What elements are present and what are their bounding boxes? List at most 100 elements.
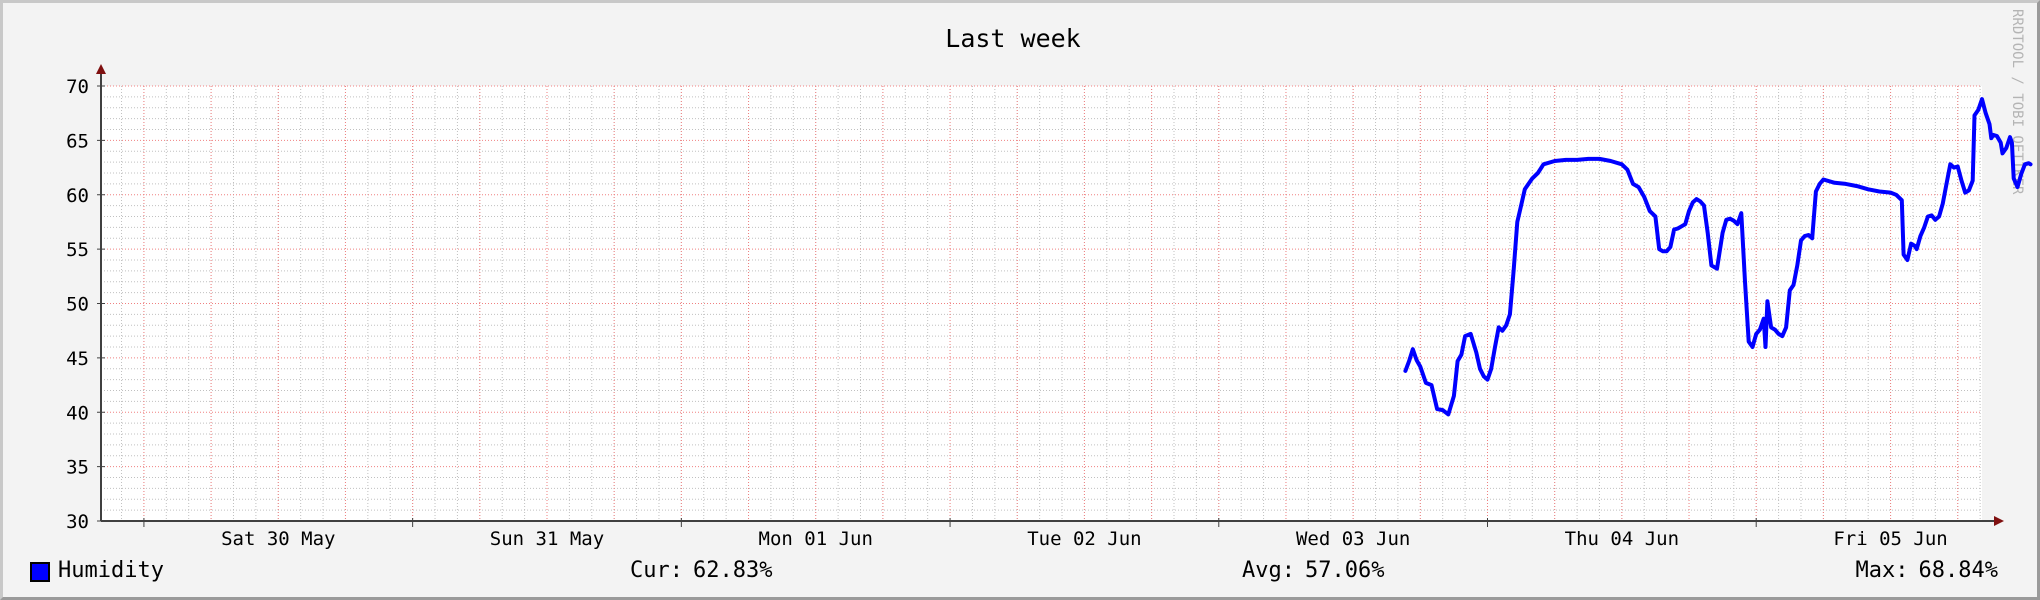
stat-average: Avg: 57.06% bbox=[1242, 557, 1384, 585]
data-point bbox=[1482, 374, 1486, 378]
data-point bbox=[1788, 288, 1792, 292]
data-point bbox=[1765, 299, 1769, 303]
data-point bbox=[1972, 113, 1977, 117]
x-axis-arrow bbox=[1994, 516, 2004, 526]
data-point bbox=[1984, 111, 1988, 115]
y-tick-label: 30 bbox=[66, 511, 89, 533]
x-tick-label: Sun 31 May bbox=[490, 528, 604, 550]
y-tick-label: 35 bbox=[66, 457, 89, 479]
data-point bbox=[1956, 164, 1960, 169]
data-point bbox=[2028, 162, 2033, 166]
data-point bbox=[2008, 135, 2012, 139]
data-point bbox=[1586, 157, 1590, 161]
data-point bbox=[1526, 182, 1531, 186]
y-tick-label: 40 bbox=[66, 402, 89, 424]
data-point bbox=[1642, 195, 1646, 199]
data-point bbox=[1971, 179, 1975, 183]
data-point bbox=[1512, 269, 1516, 273]
plot-area bbox=[101, 86, 1982, 521]
data-point bbox=[1456, 359, 1460, 363]
legend-swatch bbox=[30, 562, 50, 582]
data-point bbox=[1999, 141, 2003, 145]
y-tick-label: 45 bbox=[66, 348, 89, 370]
data-point bbox=[1922, 225, 1926, 229]
data-point bbox=[1597, 157, 1602, 161]
stat-maximum: Max: 68.84% bbox=[1856, 557, 1998, 585]
data-point bbox=[1709, 263, 1713, 267]
x-tick-label: Tue 02 Jun bbox=[1027, 528, 1141, 550]
data-point bbox=[1706, 231, 1710, 235]
stat-average-label: Avg: bbox=[1242, 558, 1295, 583]
data-point bbox=[1715, 267, 1719, 271]
data-point bbox=[1680, 224, 1684, 228]
data-point bbox=[2004, 146, 2008, 150]
data-point bbox=[1754, 332, 1758, 336]
data-point bbox=[1735, 222, 1740, 226]
data-point bbox=[1500, 329, 1504, 333]
y-axis-arrow bbox=[96, 64, 106, 74]
data-point bbox=[1407, 359, 1411, 363]
data-point bbox=[1909, 242, 1913, 246]
data-point bbox=[1989, 136, 1993, 140]
data-point bbox=[1959, 179, 1964, 183]
data-point bbox=[1915, 247, 1919, 251]
data-point bbox=[1435, 407, 1439, 411]
data-point bbox=[1631, 182, 1635, 186]
data-point bbox=[1818, 182, 1822, 186]
data-point bbox=[1821, 177, 1825, 182]
data-point bbox=[1991, 133, 1995, 137]
data-point bbox=[1424, 381, 1428, 385]
data-point bbox=[1747, 340, 1751, 344]
stat-current: Cur: 62.83% bbox=[630, 557, 772, 585]
x-tick-label: Mon 01 Jun bbox=[759, 528, 873, 550]
data-point bbox=[1758, 328, 1762, 332]
data-point bbox=[1541, 162, 1546, 166]
stat-maximum-label: Max: bbox=[1855, 558, 1909, 583]
data-point bbox=[1889, 191, 1893, 195]
data-point bbox=[1941, 201, 1945, 205]
data-point bbox=[1952, 166, 1956, 170]
data-point bbox=[1937, 214, 1941, 219]
data-point bbox=[1519, 204, 1523, 208]
data-point bbox=[1866, 187, 1870, 191]
data-point bbox=[1657, 247, 1661, 251]
data-point bbox=[1698, 199, 1702, 203]
data-point bbox=[1814, 189, 1818, 194]
data-point bbox=[1515, 220, 1519, 224]
data-point bbox=[1485, 378, 1490, 382]
data-point bbox=[1683, 222, 1687, 226]
data-point bbox=[1769, 325, 1773, 329]
data-point bbox=[1575, 158, 1579, 162]
data-point bbox=[1676, 226, 1680, 231]
data-point bbox=[1702, 204, 1706, 208]
data-point bbox=[1894, 193, 1898, 197]
data-point bbox=[1763, 345, 1768, 349]
data-point bbox=[1780, 334, 1784, 338]
data-point bbox=[1694, 197, 1699, 201]
data-point bbox=[1668, 245, 1672, 249]
data-point bbox=[1963, 191, 1967, 195]
data-point bbox=[1930, 213, 1934, 217]
data-point bbox=[1403, 369, 1407, 373]
data-point bbox=[1691, 200, 1695, 204]
data-point bbox=[1967, 188, 1971, 192]
data-point bbox=[1728, 217, 1732, 221]
data-point bbox=[1806, 233, 1811, 237]
data-point bbox=[1721, 231, 1725, 235]
y-tick-label: 60 bbox=[66, 185, 89, 207]
data-point bbox=[1773, 328, 1777, 332]
data-point bbox=[2023, 162, 2027, 166]
data-point bbox=[1944, 182, 1949, 186]
data-point bbox=[1474, 350, 1478, 354]
y-tick-label: 70 bbox=[66, 76, 89, 98]
data-point bbox=[1418, 365, 1422, 369]
data-point bbox=[1459, 353, 1463, 357]
data-point bbox=[1452, 394, 1456, 398]
data-point bbox=[1497, 325, 1501, 329]
data-point bbox=[1933, 218, 1937, 222]
y-tick-label: 65 bbox=[66, 130, 89, 152]
data-point bbox=[1948, 162, 1952, 166]
data-point bbox=[1810, 236, 1814, 240]
stat-current-label: Cur: bbox=[630, 558, 683, 583]
